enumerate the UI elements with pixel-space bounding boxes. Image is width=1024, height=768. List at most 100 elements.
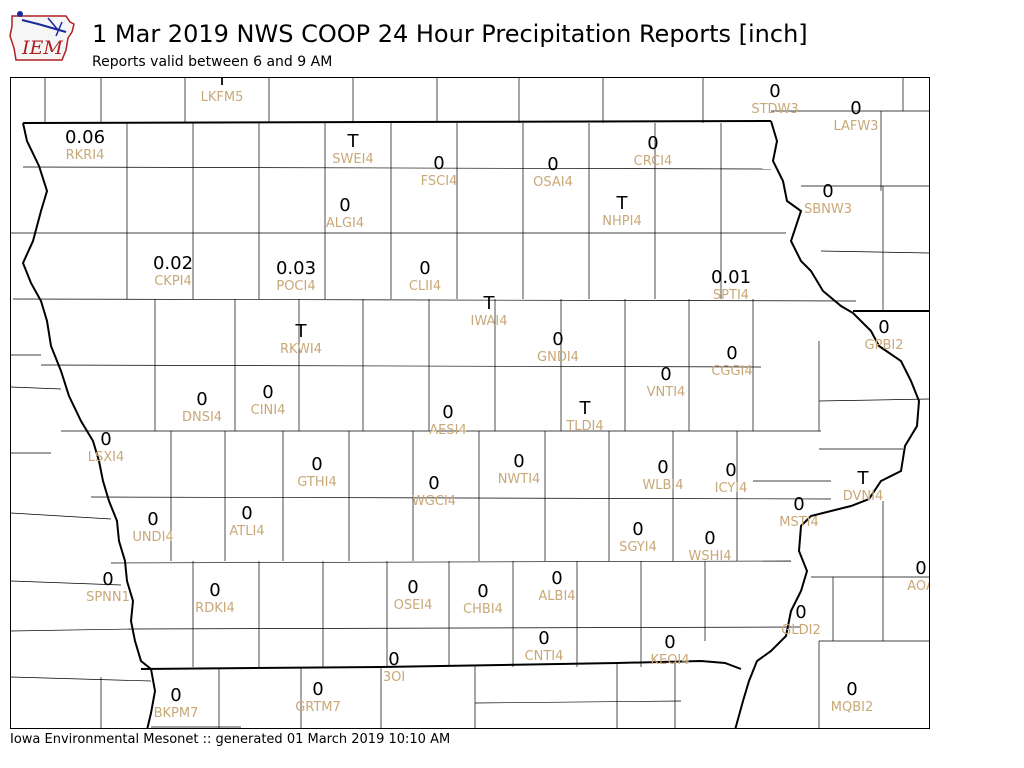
precip-value: 0	[513, 451, 524, 472]
map-title: 1 Mar 2019 NWS COOP 24 Hour Precipitatio…	[92, 20, 808, 48]
precip-value: 0	[311, 454, 322, 475]
precip-value: 0	[915, 558, 926, 579]
precip-value: 0	[428, 473, 439, 494]
precip-value: 0	[795, 602, 806, 623]
station-id-label: BKPM7	[154, 706, 199, 721]
precip-value: 0	[407, 577, 418, 598]
station-id-label: ALGI4	[326, 216, 364, 231]
precip-value: 0	[846, 679, 857, 700]
precip-value: 0	[312, 679, 323, 700]
state-boundaries	[21, 120, 929, 728]
station-id-label: VNTI4	[647, 385, 686, 400]
precip-value: 0	[725, 460, 736, 481]
precip-value: 0	[660, 364, 671, 385]
station-id-label: GLDI2	[781, 623, 820, 638]
station-id-label: CLII4	[409, 279, 441, 294]
precip-value: 0	[793, 494, 804, 515]
station-id-label: CRCI4	[634, 154, 673, 169]
precip-value: 0	[552, 329, 563, 350]
station-id-label: OSAI4	[533, 175, 573, 190]
precip-value: 0	[388, 649, 399, 670]
precip-value: 0	[547, 154, 558, 175]
precip-value: T	[347, 131, 360, 152]
precip-value: 0	[632, 519, 643, 540]
precip-value: 0	[339, 195, 350, 216]
precip-value: 0	[147, 509, 158, 530]
precip-value: 0	[241, 503, 252, 524]
station-id-label: UNDI4	[132, 530, 173, 545]
station-id-label: GPBI2	[865, 338, 904, 353]
station-id-label: KEOI4	[650, 653, 689, 668]
precip-value: 0	[850, 98, 861, 119]
logo-text: IEM	[21, 37, 63, 59]
precip-value: 0.03	[276, 258, 316, 279]
station-id-label: CKPI4	[154, 274, 192, 289]
station-id-label: WLBI4	[642, 478, 683, 493]
precip-value: T	[216, 78, 229, 90]
station-id-label: DVNI4	[843, 489, 884, 504]
station-id-label: GNDI4	[537, 350, 579, 365]
station-id-label: AESI4	[429, 423, 466, 438]
precip-value: 0	[100, 429, 111, 450]
precip-value: T	[579, 398, 592, 419]
station-id-label: MSTI4	[779, 515, 819, 530]
station-id-label: GRTM7	[295, 700, 341, 715]
precip-value: 0.01	[711, 267, 751, 288]
precip-value: 0	[262, 382, 273, 403]
station-id-label: CHBI4	[463, 602, 503, 617]
station-id-label: CGGI4	[711, 364, 752, 379]
precip-value: 0	[664, 632, 675, 653]
precip-value: T	[483, 293, 496, 314]
station-id-label: 3OI	[383, 670, 405, 685]
precip-value: 0	[196, 389, 207, 410]
station-id-label: GTHI4	[297, 475, 336, 490]
station-id-label: SWEI4	[332, 152, 373, 167]
station-id-label: ALBI4	[538, 589, 575, 604]
precip-value: 0	[822, 181, 833, 202]
station-id-label: TLDI4	[565, 419, 603, 434]
precip-value: 0	[419, 258, 430, 279]
county-lines	[11, 78, 929, 728]
station-id-label: CINI4	[251, 403, 286, 418]
station-id-label: IWAI4	[471, 314, 508, 329]
station-id-label: FSCI4	[421, 174, 458, 189]
station-id-label: STDW3	[751, 102, 798, 117]
precip-value: 0	[657, 457, 668, 478]
station-id-label: CNTI4	[525, 649, 564, 664]
footer-credit: Iowa Environmental Mesonet :: generated …	[10, 732, 451, 747]
